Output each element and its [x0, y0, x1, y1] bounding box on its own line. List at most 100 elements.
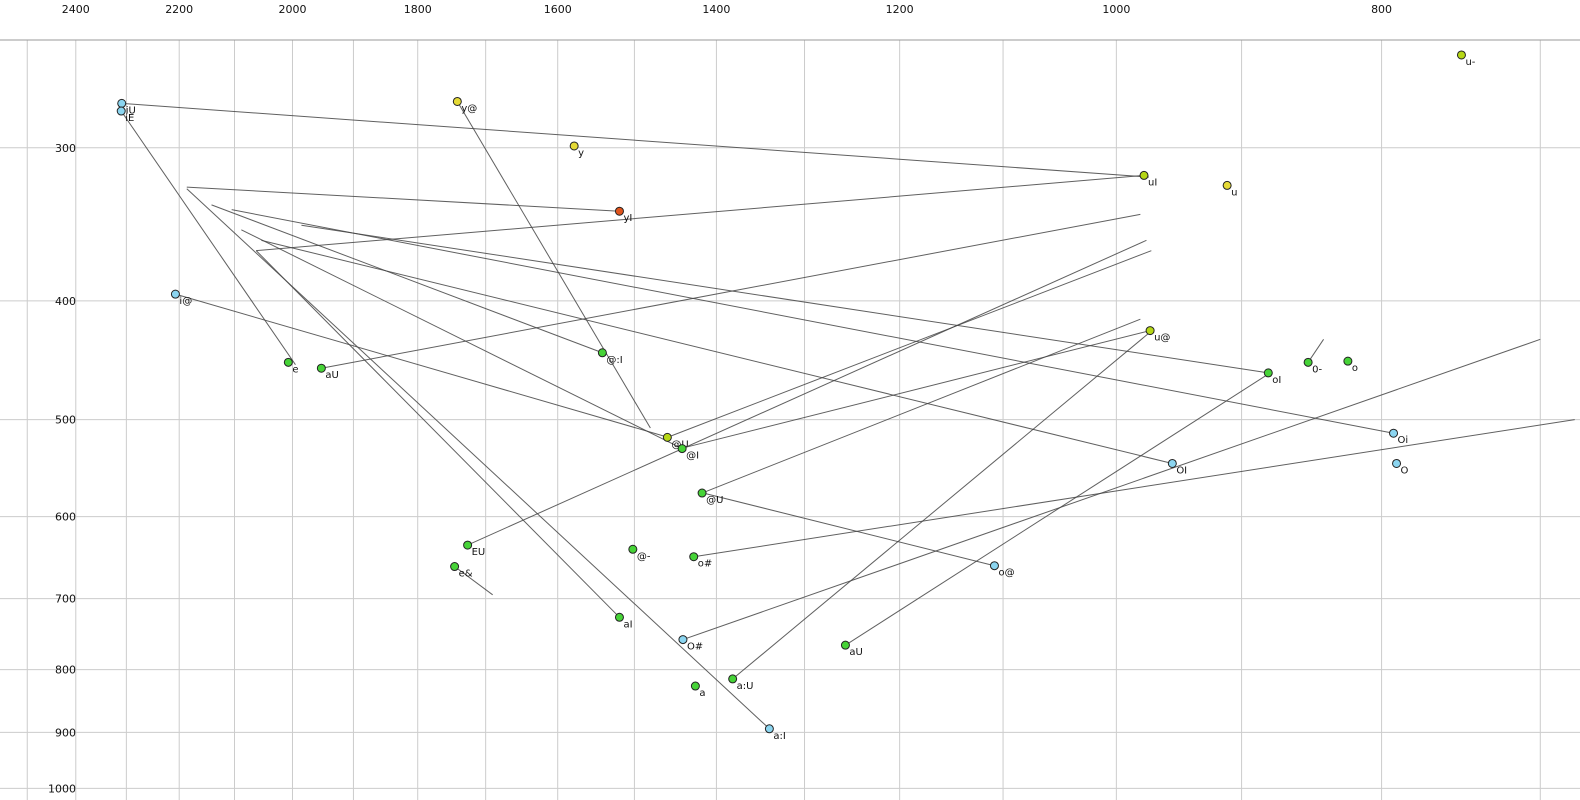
data-point-label: o@	[998, 568, 1014, 579]
x-tick-label: 1200	[886, 3, 914, 16]
data-point-label: OI	[1176, 465, 1187, 476]
trajectory-line	[467, 239, 1147, 546]
data-point-@:I[interactable]	[597, 348, 607, 358]
x-tick-label: 2000	[278, 3, 306, 16]
data-point-label: iU	[126, 105, 136, 116]
data-point-O#[interactable]	[678, 635, 688, 645]
y-tick-label: 900	[55, 726, 76, 739]
data-point-label: u-	[1465, 57, 1475, 68]
trajectory-line	[701, 318, 1141, 494]
data-point-EU[interactable]	[463, 540, 473, 550]
x-tick-label: 1800	[404, 3, 432, 16]
x-tick-label: 1600	[544, 3, 572, 16]
data-point-label: O#	[687, 642, 703, 653]
data-point-iE[interactable]	[116, 106, 126, 116]
y-tick-label: 1000	[48, 782, 76, 795]
data-point-aI[interactable]	[614, 612, 624, 622]
data-point-label: uI	[1148, 177, 1157, 188]
data-point-u@[interactable]	[1145, 326, 1155, 336]
data-point-@-[interactable]	[628, 544, 638, 554]
trajectory-line	[693, 419, 1575, 558]
trajectory-line	[120, 110, 296, 365]
x-tick-label: 1400	[702, 3, 730, 16]
data-point-o#[interactable]	[689, 552, 699, 562]
y-tick-label: 700	[55, 593, 76, 606]
data-point-aU[interactable]	[316, 363, 326, 373]
trajectory-line	[321, 213, 1141, 369]
data-point-label: yI	[623, 213, 632, 224]
trajectory-line	[667, 250, 1152, 438]
data-point-uI[interactable]	[1139, 170, 1149, 180]
data-point-label: o	[1352, 363, 1358, 374]
data-point-aU[interactable]	[840, 640, 850, 650]
data-point-label: e&	[459, 569, 473, 580]
y-tick-label: 800	[55, 664, 76, 677]
trajectory-line	[845, 373, 1269, 646]
trajectory-line	[186, 188, 770, 730]
x-tick-label: 1000	[1102, 3, 1130, 16]
data-point-label: Oi	[1398, 435, 1409, 446]
trajectory-line	[255, 250, 620, 618]
data-point-label: a:I	[773, 731, 785, 742]
y-tick-label: 300	[55, 142, 76, 155]
data-point-OI[interactable]	[1167, 458, 1177, 468]
y-tick-label: 400	[55, 295, 76, 308]
data-point-i@[interactable]	[170, 289, 180, 299]
trajectory-line	[732, 332, 1150, 680]
data-point-label: 0-	[1312, 364, 1322, 375]
trajectory-line	[256, 174, 1145, 252]
data-point-Oi[interactable]	[1389, 428, 1399, 438]
trajectory-line	[121, 102, 1149, 178]
data-point-a:U[interactable]	[728, 674, 738, 684]
data-point-label: u@	[1154, 333, 1170, 344]
trajectory-line	[1307, 339, 1325, 363]
data-point-a[interactable]	[690, 681, 700, 691]
data-point-@U[interactable]	[697, 488, 707, 498]
data-point-label: @-	[637, 551, 651, 562]
trajectory-line	[684, 330, 1151, 449]
data-point-o@[interactable]	[989, 561, 999, 571]
data-point-@U[interactable]	[662, 432, 672, 442]
data-point-label: o#	[698, 559, 713, 570]
data-point-@I[interactable]	[677, 444, 687, 454]
x-tick-label: 800	[1371, 3, 1392, 16]
data-point-label: O	[1401, 465, 1409, 476]
data-point-label: u	[1231, 187, 1237, 198]
data-point-u-[interactable]	[1456, 50, 1466, 60]
data-point-label: EU	[472, 547, 486, 558]
trajectory-line	[261, 239, 1173, 464]
data-point-label: oI	[1272, 375, 1281, 386]
trajectory-line	[231, 209, 1394, 434]
data-point-iU[interactable]	[117, 98, 127, 108]
data-point-y[interactable]	[569, 141, 579, 151]
data-point-o[interactable]	[1343, 356, 1353, 366]
data-point-label: aU	[325, 370, 338, 381]
data-point-oI[interactable]	[1263, 368, 1273, 378]
data-point-label: y@	[461, 103, 477, 114]
trajectory-line	[699, 491, 995, 567]
data-point-label: aI	[623, 619, 632, 630]
data-point-e&[interactable]	[450, 562, 460, 572]
trajectory-line	[301, 224, 1269, 374]
data-point-u[interactable]	[1222, 180, 1232, 190]
data-point-e[interactable]	[283, 357, 293, 367]
data-point-y@[interactable]	[452, 96, 462, 106]
data-point-label: @:I	[606, 355, 622, 366]
data-point-label: a:U	[737, 681, 754, 692]
trajectory-line	[682, 338, 1541, 641]
data-point-label: @I	[686, 451, 699, 462]
data-point-label: e	[292, 364, 298, 375]
data-point-O[interactable]	[1392, 458, 1402, 468]
trajectory-line	[454, 566, 493, 596]
trajectory-line	[241, 229, 683, 450]
trajectory-line	[186, 186, 620, 212]
data-point-label: aU	[849, 647, 862, 658]
trajectory-line	[211, 204, 603, 354]
data-point-yI[interactable]	[614, 206, 624, 216]
y-tick-label: 600	[55, 511, 76, 524]
data-point-a:I[interactable]	[764, 724, 774, 734]
data-point-0-[interactable]	[1303, 357, 1313, 367]
trajectory-line	[456, 101, 651, 429]
